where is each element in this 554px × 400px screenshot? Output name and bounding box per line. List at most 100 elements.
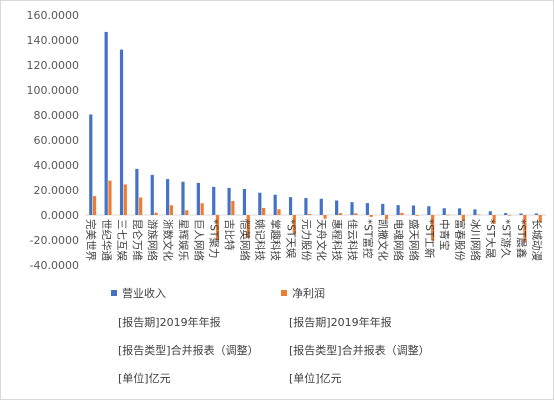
category-label: 世纪华通 <box>100 219 113 261</box>
bar-revenue <box>242 189 247 215</box>
bar-net-profit <box>338 213 343 216</box>
legend-label-revenue: 营业收入 <box>122 286 166 300</box>
category-label: 姚记科技 <box>254 219 267 261</box>
bar-revenue <box>457 208 462 216</box>
category-label: *ST聚力 <box>208 219 221 258</box>
bar-net-profit <box>477 214 481 216</box>
bar-revenue <box>212 186 216 216</box>
bar-revenue <box>396 205 400 216</box>
y-tick-label: 100.0000 <box>27 84 80 97</box>
bar-revenue <box>335 200 339 215</box>
bar-net-profit <box>538 215 542 223</box>
legend: 营业收入 净利润 <box>111 286 325 300</box>
category-label: 吉比特 <box>223 219 236 251</box>
bar-revenue <box>273 194 277 215</box>
legend-swatch-net-profit <box>281 290 287 296</box>
bar-revenue <box>365 203 369 216</box>
bar-revenue <box>181 181 185 215</box>
bar-revenue <box>119 49 124 216</box>
category-label: 惠程科技 <box>331 219 344 261</box>
bar-revenue <box>227 187 231 216</box>
bar-net-profit <box>323 215 327 219</box>
bar-net-profit <box>215 215 220 240</box>
bars-group <box>89 31 542 243</box>
bar-revenue <box>288 197 293 215</box>
bar-net-profit <box>415 215 419 216</box>
bar-net-profit <box>461 215 465 222</box>
bar-net-profit <box>277 209 281 215</box>
bar-net-profit <box>400 212 404 215</box>
bar-net-profit <box>354 213 358 215</box>
category-label: 掌趣科技 <box>269 219 282 261</box>
category-label: 冰川网络 <box>469 219 482 261</box>
category-label: 佳云科技 <box>346 219 359 261</box>
bar-net-profit <box>139 197 143 215</box>
category-label: 元力股份 <box>300 219 313 261</box>
bar-net-profit <box>200 203 204 215</box>
bar-revenue <box>135 168 139 215</box>
bar-net-profit <box>369 215 373 217</box>
bar-net-profit <box>292 215 296 234</box>
bar-net-profit <box>262 208 266 215</box>
bar-net-profit <box>384 215 389 220</box>
y-tick-label: 0.0000 <box>41 209 80 222</box>
y-tick-label: 40.0000 <box>34 159 80 172</box>
bar-revenue <box>504 213 508 216</box>
notes: [报告期]2019年年报 [报告期]2019年年报 [报告类型]合并报表（调整）… <box>118 315 430 385</box>
category-labels: 完美世界 世纪华通 三七互娱 昆仑万维 游族网络 浙数文化 星辉娱乐 巨人网络 *ST聚力 吉比特… <box>85 219 544 261</box>
bar-revenue <box>473 209 477 216</box>
bar-net-profit <box>431 215 435 241</box>
bar-revenue <box>258 192 262 215</box>
bar-net-profit <box>108 180 112 216</box>
category-label: *ST工新 <box>423 219 436 259</box>
note-report-type-left: [报告类型]合并报表（调整） <box>118 343 259 357</box>
bar-net-profit <box>446 214 450 216</box>
bar-revenue <box>411 205 416 215</box>
bar-revenue <box>350 202 354 216</box>
bar-revenue <box>488 211 492 215</box>
bar-revenue <box>519 213 523 215</box>
bar-net-profit <box>123 184 127 216</box>
category-label: *ST晨鑫 <box>515 219 528 258</box>
category-label: 巨人网络 <box>192 219 205 261</box>
category-label: 三七互娱 <box>115 219 128 261</box>
note-report-period-left: [报告期]2019年年报 <box>118 315 221 329</box>
category-label: 昆仑万维 <box>131 219 144 261</box>
bar-net-profit <box>523 215 527 243</box>
bar-net-profit <box>185 210 189 215</box>
legend-label-net-profit: 净利润 <box>292 286 325 300</box>
category-label: 富春股份 <box>453 219 466 261</box>
bar-revenue <box>89 114 93 215</box>
category-label: 星辉娱乐 <box>177 219 190 261</box>
category-label: 长城动漫 <box>530 219 543 261</box>
note-report-period-right: [报告期]2019年年报 <box>289 315 392 329</box>
legend-swatch-revenue <box>111 290 117 296</box>
bar-revenue <box>319 198 323 215</box>
bar-revenue <box>442 208 446 215</box>
bar-revenue <box>534 213 539 215</box>
bar-revenue <box>381 203 385 216</box>
bar-revenue <box>427 206 431 215</box>
bar-net-profit <box>507 215 512 216</box>
y-tick-label: 160.0000 <box>27 9 80 22</box>
category-label: *ST大晟 <box>484 219 497 259</box>
category-label: 恺英网络 <box>238 219 251 261</box>
category-label: 完美世界 <box>85 219 98 261</box>
category-label: *ST游久 <box>500 219 513 259</box>
category-label: *ST富控 <box>361 219 374 259</box>
y-tick-label: 120.0000 <box>27 59 80 72</box>
y-tick-label: 60.0000 <box>34 134 80 147</box>
y-tick-label: 20.0000 <box>34 184 80 197</box>
y-axis-ticks: 160.0000 140.0000 120.0000 100.0000 80.0000 6… <box>27 9 80 272</box>
bar-net-profit <box>308 214 312 215</box>
bar-revenue <box>104 31 108 216</box>
category-label: 中青宝 <box>438 219 451 251</box>
bar-net-profit <box>154 212 158 215</box>
y-tick-label: -40.0000 <box>30 259 79 272</box>
note-report-type-right: [报告类型]合并报表（调整） <box>289 343 430 357</box>
bar-revenue <box>196 182 200 215</box>
category-label: 盛天网络 <box>407 219 420 261</box>
bar-net-profit <box>169 205 174 215</box>
